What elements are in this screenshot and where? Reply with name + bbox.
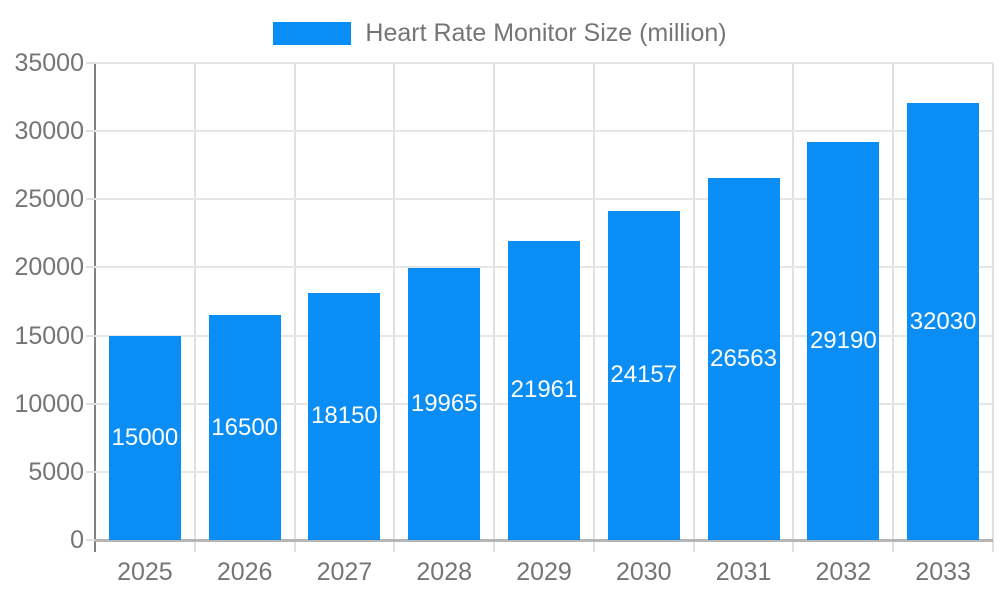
bar-value-label: 19965 (410, 389, 478, 417)
bar-value-label: 21961 (510, 376, 578, 404)
y-axis-tick-label: 15000 (14, 321, 84, 350)
y-axis-tick-label: 0 (70, 526, 84, 554)
bar-value-label: 29190 (809, 327, 877, 355)
x-axis-category-label: 2027 (316, 558, 373, 586)
y-axis-tick-label: 25000 (14, 185, 84, 214)
x-axis-baseline (95, 539, 993, 542)
x-axis-category-label: 2026 (216, 558, 273, 586)
x-axis-category-label: 2028 (416, 558, 473, 586)
y-gridline (95, 130, 993, 133)
legend-series-label: Heart Rate Monitor Size (million) (365, 18, 727, 47)
x-axis-category-label: 2025 (117, 558, 173, 586)
y-axis-tick-label: 5000 (28, 457, 84, 486)
x-gridline (493, 63, 496, 552)
x-gridline (393, 63, 396, 552)
bar-value-label: 26563 (710, 344, 777, 372)
y-axis-tick-label: 20000 (14, 253, 84, 282)
bar-value-label: 24157 (610, 361, 678, 389)
y-axis-tick-mark (86, 198, 95, 201)
x-gridline (692, 63, 695, 552)
y-gridline (95, 62, 993, 64)
y-axis-tick-mark (86, 402, 95, 405)
y-axis-tick-mark (86, 266, 95, 269)
bar-value-label: 15000 (111, 423, 179, 451)
y-axis-tick-label: 35000 (14, 49, 84, 77)
x-axis-category-label: 2033 (915, 558, 971, 586)
y-axis-tick-mark (86, 470, 95, 473)
x-axis-category-label: 2030 (615, 558, 672, 586)
bar[interactable] (108, 335, 181, 540)
bar-value-label: 18150 (311, 402, 378, 430)
y-gridline (95, 198, 993, 201)
y-axis-tick-label: 30000 (14, 117, 84, 146)
x-axis-category-label: 2032 (815, 558, 872, 586)
bar-value-label: 32030 (909, 307, 977, 335)
bar[interactable] (607, 210, 680, 540)
bar-value-label: 16500 (211, 413, 279, 441)
y-axis-tick-label: 10000 (14, 389, 84, 418)
x-axis-category-label: 2031 (715, 558, 772, 586)
y-axis-line (94, 63, 96, 552)
x-axis-category-label: 2029 (516, 558, 572, 586)
x-gridline (792, 63, 795, 552)
bar[interactable] (208, 315, 281, 540)
bar[interactable] (408, 267, 481, 540)
y-axis-tick-mark (86, 130, 95, 133)
y-axis-tick-mark (86, 539, 95, 541)
bar[interactable] (707, 177, 780, 540)
bar[interactable] (807, 142, 880, 540)
bar[interactable] (308, 292, 381, 540)
legend-color-swatch (273, 21, 352, 45)
x-gridline (992, 63, 994, 552)
x-gridline (193, 63, 196, 552)
y-axis-tick-mark (86, 334, 95, 337)
x-gridline (592, 63, 595, 552)
chart-legend[interactable]: Heart Rate Monitor Size (million) (0, 18, 1000, 48)
y-axis-tick-mark (86, 62, 95, 64)
x-gridline (293, 63, 296, 552)
bar[interactable] (907, 103, 980, 540)
bar[interactable] (508, 240, 580, 540)
x-gridline (892, 63, 895, 552)
